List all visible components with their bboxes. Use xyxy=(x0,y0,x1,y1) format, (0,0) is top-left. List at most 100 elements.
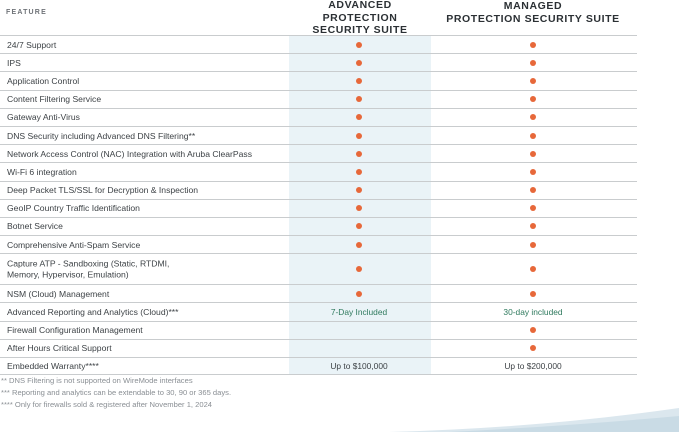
feature-name-line: Network Access Control (NAC) Integration… xyxy=(7,148,253,159)
included-dot-icon xyxy=(356,205,362,212)
included-dot-icon xyxy=(356,290,362,297)
feature-name-line: Memory, Hypervisor, Emulation) xyxy=(7,269,129,280)
feature-name-line: Firewall Configuration Management xyxy=(7,324,143,335)
included-dot-icon xyxy=(356,114,362,121)
feature-name-line: Content Filtering Service xyxy=(7,93,102,104)
advanced-included-dot-icon xyxy=(356,112,362,122)
table-row: NSM (Cloud) Management xyxy=(0,284,637,302)
advanced-included-dot-icon xyxy=(356,221,362,231)
feature-name-line: Embedded Warranty**** xyxy=(7,360,99,371)
feature-name: IPS xyxy=(7,58,21,69)
included-dot-icon xyxy=(356,59,362,66)
included-dot-icon xyxy=(356,96,362,103)
table-row: Comprehensive Anti-Spam Service xyxy=(0,235,637,253)
included-dot-icon xyxy=(530,187,536,194)
feature-name-line: Botnet Service xyxy=(7,221,63,232)
advanced-included-dot-icon xyxy=(356,76,362,86)
table-row: Content Filtering Service xyxy=(0,89,637,108)
table-row: GeoIP Country Traffic Identification xyxy=(0,198,637,217)
feature-name-line: Capture ATP - Sandboxing (Static, RTDMI, xyxy=(7,258,170,269)
feature-name-line: After Hours Critical Support xyxy=(7,343,112,354)
advanced-cell-text: 7-Day Included xyxy=(330,307,388,318)
managed-included-dot-icon xyxy=(530,167,536,177)
highlight-column-background xyxy=(289,35,431,375)
decorative-wave-graphic xyxy=(389,408,679,432)
footnotes: ** DNS Filtering is not supported on Wir… xyxy=(1,375,231,411)
feature-name: Botnet Service xyxy=(7,221,63,232)
feature-name: GeoIP Country Traffic Identification xyxy=(7,203,140,214)
managed-included-dot-icon xyxy=(530,58,536,68)
feature-name: Embedded Warranty**** xyxy=(7,361,99,372)
feature-name: Advanced Reporting and Analytics (Cloud)… xyxy=(7,307,179,318)
table-row: DNS Security including Advanced DNS Filt… xyxy=(0,125,637,144)
feature-name-line: Gateway Anti-Virus xyxy=(7,112,80,123)
table-row: IPS xyxy=(0,53,637,71)
managed-included-dot-icon xyxy=(530,149,536,159)
advanced-included-dot-icon xyxy=(356,167,362,177)
included-dot-icon xyxy=(356,223,362,230)
feature-name: After Hours Critical Support xyxy=(7,343,112,354)
managed-included-dot-icon xyxy=(530,289,536,299)
advanced-included-dot-icon xyxy=(356,94,362,104)
feature-column-header: FEATURE xyxy=(6,9,47,16)
included-dot-icon xyxy=(530,205,536,212)
advanced-included-dot-icon xyxy=(356,289,362,299)
managed-included-dot-icon xyxy=(530,203,536,213)
managed-included-dot-icon xyxy=(530,40,536,50)
advanced-included-dot-icon xyxy=(356,185,362,195)
managed-included-dot-icon xyxy=(530,76,536,86)
included-dot-icon xyxy=(356,168,362,175)
feature-name: Gateway Anti-Virus xyxy=(7,112,80,123)
feature-name: 24/7 Support xyxy=(7,39,56,50)
feature-name: NSM (Cloud) Management xyxy=(7,289,109,300)
table-row: After Hours Critical Support xyxy=(0,338,637,357)
feature-name: Wi-Fi 6 integration xyxy=(7,167,77,178)
footnote: *** Reporting and analytics can be exten… xyxy=(1,388,232,397)
advanced-protection-column-header: ADVANCED PROTECTION SECURITY SUITE xyxy=(290,0,430,37)
feature-name: Content Filtering Service xyxy=(7,94,101,105)
col1-header-line1: ADVANCED PROTECTION xyxy=(322,0,398,24)
feature-name-line: IPS xyxy=(7,57,21,68)
advanced-cell-text: Up to $100,000 xyxy=(330,361,388,372)
included-dot-icon xyxy=(356,132,362,139)
managed-included-dot-icon xyxy=(530,240,536,250)
table-row: Firewall Configuration Management xyxy=(0,320,637,339)
included-dot-icon xyxy=(356,150,362,157)
included-dot-icon xyxy=(530,241,536,248)
advanced-included-dot-icon xyxy=(356,40,362,50)
feature-name: Deep Packet TLS/SSL for Decryption & Ins… xyxy=(7,185,198,196)
included-dot-icon xyxy=(530,114,536,121)
advanced-included-dot-icon xyxy=(356,58,362,68)
included-dot-icon xyxy=(356,77,362,84)
advanced-included-dot-icon xyxy=(356,203,362,213)
managed-included-dot-icon xyxy=(530,221,536,231)
included-dot-icon xyxy=(530,96,536,103)
footnote: ** DNS Filtering is not supported on Wir… xyxy=(1,376,193,385)
feature-name: Comprehensive Anti-Spam Service xyxy=(7,239,140,250)
feature-name: Network Access Control (NAC) Integration… xyxy=(7,148,252,159)
feature-name-line: Comprehensive Anti-Spam Service xyxy=(7,239,141,250)
included-dot-icon xyxy=(530,345,536,352)
advanced-included-dot-icon xyxy=(356,240,362,250)
col2-header-line2: PROTECTION SECURITY SUITE xyxy=(446,12,620,25)
managed-included-dot-icon xyxy=(530,264,536,274)
table-row: Gateway Anti-Virus xyxy=(0,107,637,126)
feature-name: Application Control xyxy=(7,76,79,87)
included-dot-icon xyxy=(356,187,362,194)
included-dot-icon xyxy=(530,223,536,230)
managed-cell-text: 30-day included xyxy=(503,307,563,318)
feature-name: Capture ATP - Sandboxing (Static, RTDMI,… xyxy=(7,259,169,280)
included-dot-icon xyxy=(530,41,536,48)
feature-name-line: Application Control xyxy=(7,75,80,86)
feature-name-line: GeoIP Country Traffic Identification xyxy=(7,203,140,214)
included-dot-icon xyxy=(530,266,536,273)
footnote: **** Only for firewalls sold & registere… xyxy=(1,400,213,409)
included-dot-icon xyxy=(530,59,536,66)
managed-included-dot-icon xyxy=(530,325,536,335)
managed-included-dot-icon xyxy=(530,131,536,141)
table-row: Advanced Reporting and Analytics (Cloud)… xyxy=(0,302,637,320)
feature-name-line: DNS Security including Advanced DNS Filt… xyxy=(7,130,196,141)
included-dot-icon xyxy=(530,77,536,84)
table-row: Deep Packet TLS/SSL for Decryption & Ins… xyxy=(0,180,637,199)
